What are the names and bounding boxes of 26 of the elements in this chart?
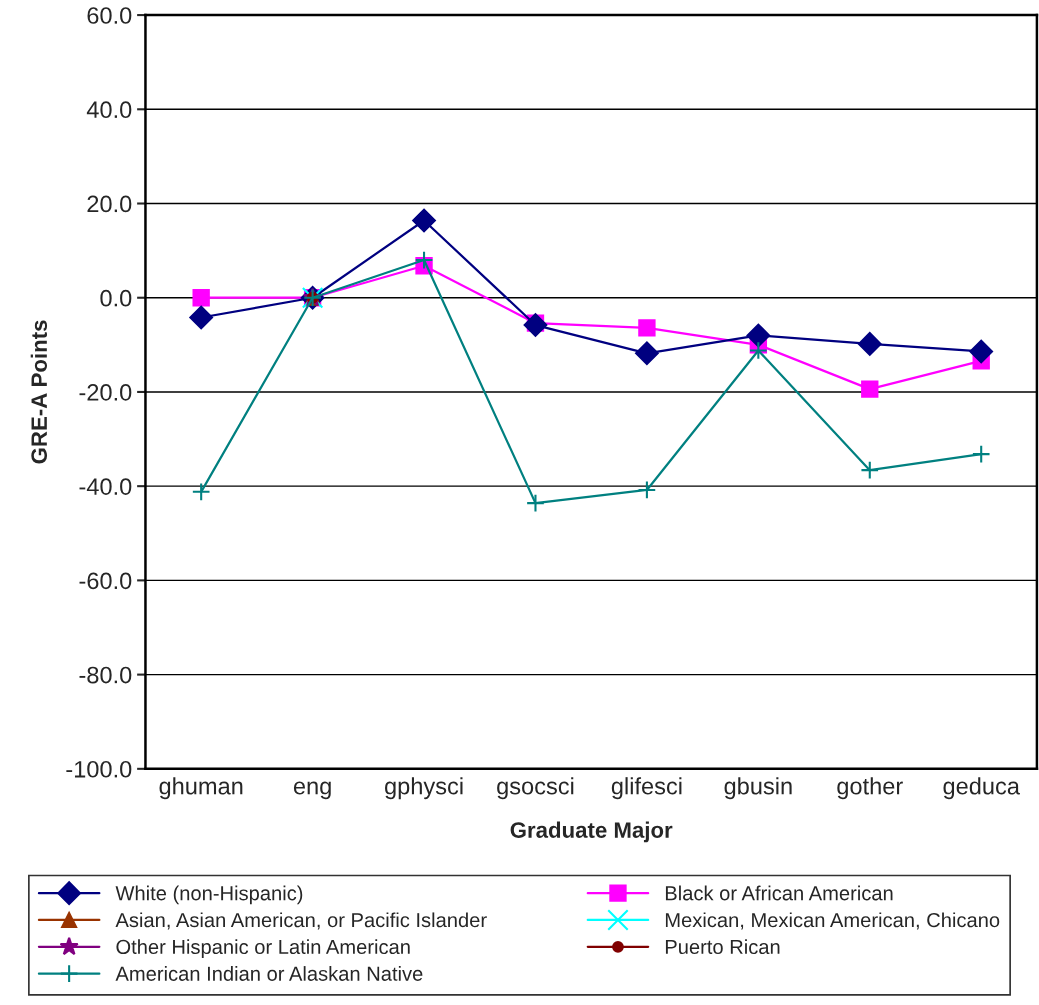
x-tick-label: ghuman bbox=[159, 777, 243, 800]
x-tick-label: geduca bbox=[943, 777, 1020, 800]
legend-label: Black or African American bbox=[665, 885, 893, 901]
y-tick-label: -40.0 bbox=[79, 478, 132, 495]
y-tick-label: -80.0 bbox=[79, 666, 132, 684]
x-tick-label: gphysci bbox=[385, 777, 463, 800]
legend-label: American Indian or Alaskan Native bbox=[115, 966, 423, 981]
legend-label: Asian, Asian American, or Pacific Islander bbox=[115, 912, 487, 930]
y-tick-label: -100.0 bbox=[66, 760, 132, 778]
y-tick-label: 40.0 bbox=[86, 101, 132, 119]
legend-label: Puerto Rican bbox=[665, 939, 780, 955]
y-tick-label: 60.0 bbox=[87, 7, 132, 24]
y-tick-label: 0.0 bbox=[100, 289, 132, 307]
y-tick-label: 20.0 bbox=[87, 195, 132, 213]
legend-label: Mexican, Mexican American, Chicano bbox=[665, 912, 1000, 930]
y-tick-label: -20.0 bbox=[79, 384, 132, 401]
legend-label: Other Hispanic or Latin American bbox=[116, 939, 410, 959]
x-tick-label: gbusin bbox=[724, 777, 792, 800]
x-tick-label: glifesci bbox=[611, 777, 682, 800]
x-tick-label: gsocsci bbox=[497, 777, 574, 800]
x-tick-label: eng bbox=[293, 781, 331, 800]
legend-label: White (non-Hispanic) bbox=[115, 885, 303, 905]
x-tick-label: gother bbox=[837, 777, 903, 800]
y-axis-title: GRE-A Points bbox=[30, 320, 48, 464]
x-axis-title: Graduate Major bbox=[510, 821, 673, 843]
y-tick-label: -60.0 bbox=[79, 572, 132, 590]
